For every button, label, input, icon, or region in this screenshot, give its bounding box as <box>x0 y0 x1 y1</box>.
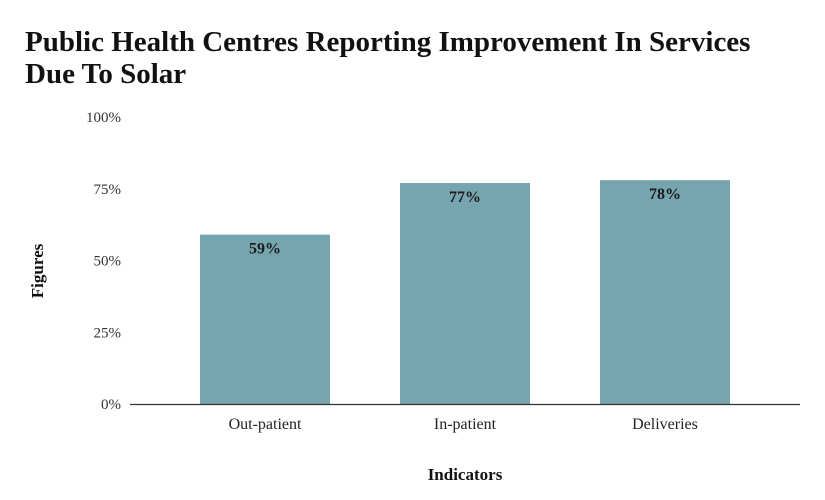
y-axis-title: Figures <box>28 243 47 298</box>
x-axis-title: Indicators <box>428 465 503 484</box>
data-label: 59% <box>249 241 281 258</box>
y-tick-label: 50% <box>94 254 122 270</box>
x-category-label: In-patient <box>434 416 497 433</box>
y-tick-label: 75% <box>94 182 122 198</box>
y-tick-label: 0% <box>101 397 121 413</box>
y-tick-label: 100% <box>86 110 121 126</box>
y-tick-label: 25% <box>94 325 122 341</box>
bar-in-patient <box>400 183 530 404</box>
x-category-label: Out-patient <box>229 416 302 433</box>
data-labels: 59% 77% 78% <box>249 186 681 258</box>
x-axis-category-labels: Out-patient In-patient Deliveries <box>229 416 698 433</box>
x-category-label: Deliveries <box>632 416 698 433</box>
chart-title: Public Health Centres Reporting Improvem… <box>25 26 751 90</box>
y-axis-ticks: 0% 25% 50% 75% 100% <box>86 110 121 413</box>
data-label: 77% <box>449 189 481 206</box>
bar-deliveries <box>600 180 730 404</box>
bars <box>200 180 730 404</box>
bar-out-patient <box>200 234 330 404</box>
data-label: 78% <box>649 186 681 203</box>
